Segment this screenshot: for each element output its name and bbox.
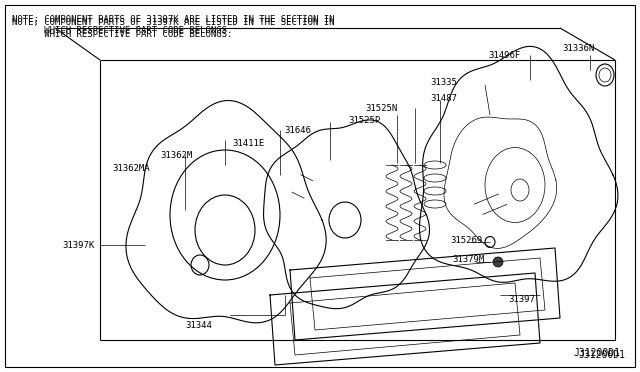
Text: J31200D1: J31200D1 — [573, 348, 620, 358]
Text: 31335: 31335 — [430, 77, 457, 87]
Text: WHICH RESPECTIVE PART CODE BELONGS.: WHICH RESPECTIVE PART CODE BELONGS. — [12, 26, 232, 35]
Text: NOTE; COMPONENT PARTS OF 31397K ARE LISTED IN THE SECTION IN: NOTE; COMPONENT PARTS OF 31397K ARE LIST… — [12, 15, 335, 24]
Text: WHICH RESPECTIVE PART CODE BELONGS.: WHICH RESPECTIVE PART CODE BELONGS. — [12, 30, 232, 39]
Ellipse shape — [493, 257, 503, 267]
Text: 31496F: 31496F — [488, 51, 520, 60]
Text: J31200D1: J31200D1 — [578, 350, 625, 360]
Text: NOTE; COMPONENT PARTS OF 31397K ARE LISTED IN THE SECTION IN: NOTE; COMPONENT PARTS OF 31397K ARE LIST… — [12, 18, 335, 27]
Text: 31397K: 31397K — [62, 241, 94, 250]
Text: 31336N: 31336N — [562, 44, 595, 52]
Text: 31362M: 31362M — [160, 151, 192, 160]
Text: 31411E: 31411E — [232, 138, 264, 148]
Text: 315269: 315269 — [450, 235, 483, 244]
Text: 31525N: 31525N — [365, 103, 397, 112]
Text: 31487: 31487 — [430, 93, 457, 103]
Text: 31525P: 31525P — [348, 115, 380, 125]
Text: 31646: 31646 — [284, 125, 311, 135]
Text: 31344: 31344 — [185, 321, 212, 330]
Text: 31362MA: 31362MA — [112, 164, 150, 173]
Text: 31397: 31397 — [508, 295, 535, 305]
Text: 31379M: 31379M — [452, 256, 484, 264]
